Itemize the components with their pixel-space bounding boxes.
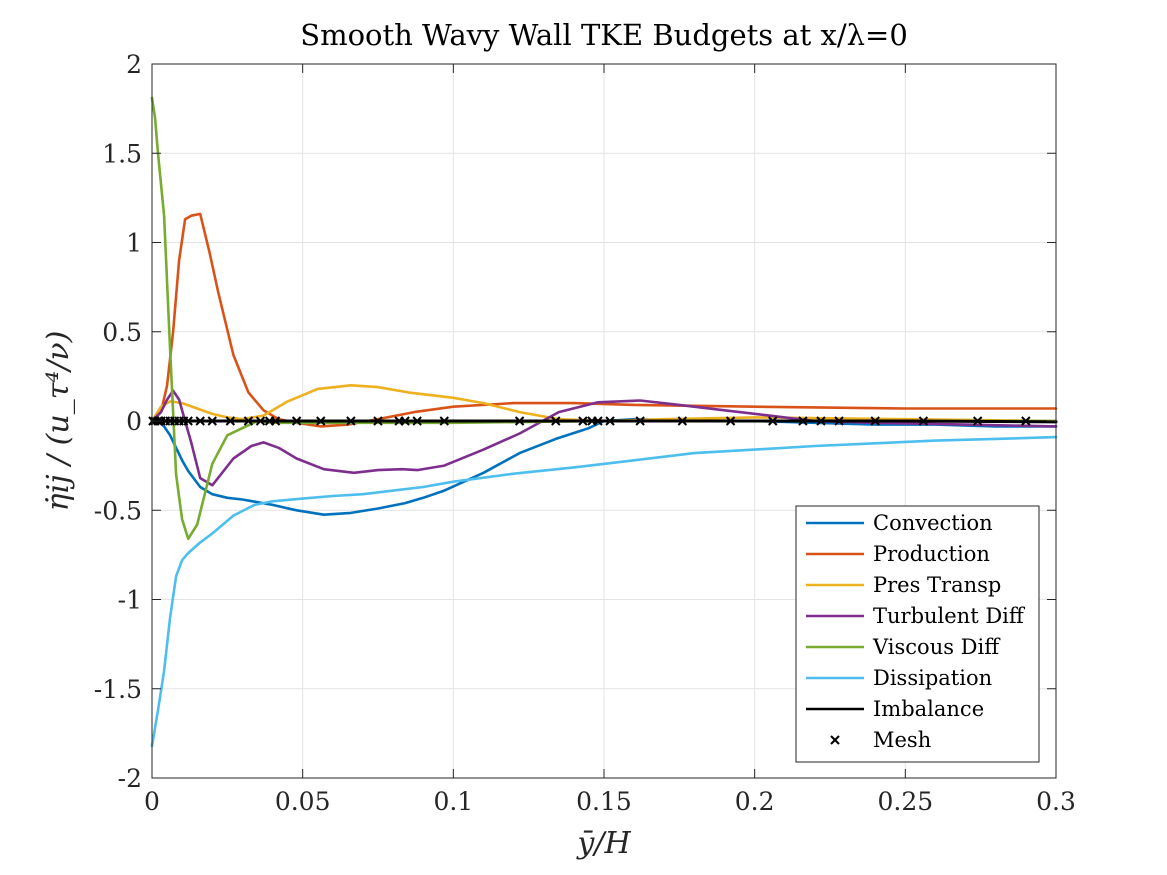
axis-tick-labels: 0 0.05 0.1 0.15 0.2 0.25 0.3 -2 -1.5 -1 -0.5 0 0.5 1 1…: [94, 50, 1076, 816]
mesh-marker: [1021, 416, 1031, 426]
mesh-marker: [677, 416, 688, 426]
mesh-marker: [270, 416, 281, 426]
legend-label: Dissipation: [873, 666, 992, 690]
mesh-marker: [551, 416, 561, 426]
mesh-marker: [346, 416, 356, 426]
legend-item-pres-transp: Pres Transp: [806, 573, 1001, 597]
mesh-marker: [207, 416, 217, 426]
legend-item-turbulent-diff: Turbulent Diff: [806, 604, 1026, 628]
mesh-marker: [870, 416, 880, 426]
legend: Convection Production Pres Transp Turbulent…: [795, 505, 1040, 763]
mesh-marker: [816, 416, 826, 426]
legend-item-convection: Convection: [806, 511, 993, 535]
series-line-imbalance: [150, 419, 1058, 424]
y-tick-label: 0.5: [102, 318, 142, 347]
x-tick-label: 0.05: [275, 787, 331, 816]
x-tick-label: 0: [144, 787, 160, 816]
y-tick-label: 1: [126, 229, 142, 258]
y-tick-label: -2: [118, 764, 142, 793]
mesh-marker: [243, 416, 254, 426]
mesh-marker: [225, 416, 236, 426]
mesh-marker: [635, 416, 645, 426]
series-line-dissipation: [150, 435, 1058, 748]
legend-label: Turbulent Diff: [873, 604, 1026, 628]
mesh-marker: [373, 416, 383, 426]
mesh-marker: [725, 416, 736, 426]
legend-item-dissipation: Dissipation: [806, 666, 992, 690]
mesh-marker: [768, 416, 778, 426]
mesh-marker: [605, 416, 615, 426]
chart-title: Smooth Wavy Wall TKE Budgets at x/λ=0: [300, 18, 908, 52]
legend-label: Pres Transp: [873, 573, 1001, 597]
mesh-marker: [798, 416, 808, 426]
legend-item-imbalance: Imbalance: [806, 697, 984, 721]
mesh-marker: [439, 416, 450, 426]
x-tick-label: 0.1: [433, 787, 473, 816]
mesh-marker: [834, 416, 844, 426]
mesh-marker: [183, 416, 193, 426]
mesh-marker: [412, 416, 422, 426]
legend-label: Mesh: [873, 728, 931, 752]
x-tick-label: 0.3: [1036, 787, 1076, 816]
y-tick-label: 1.5: [102, 139, 142, 168]
y-tick-label: -1.5: [94, 675, 142, 704]
x-tick-label: 0.2: [735, 787, 775, 816]
legend-label: Production: [873, 542, 990, 566]
legend-marker: [830, 735, 840, 745]
mesh-marker: [195, 416, 205, 426]
legend-item-viscous-diff: Viscous Diff: [806, 635, 1001, 659]
mesh-marker: [972, 416, 983, 426]
mesh-marker: [316, 416, 326, 426]
y-tick-label: 2: [126, 50, 142, 79]
legend-item-mesh: Mesh: [830, 728, 931, 752]
legend-box: [795, 505, 1040, 763]
y-tick-label: -0.5: [94, 496, 142, 525]
y-axis-label: η̇ij / (u_τ⁴/ν): [41, 331, 76, 512]
axis-ticks: [151, 63, 1057, 779]
legend-label: Convection: [873, 511, 993, 535]
mesh-marker: [593, 416, 603, 426]
legend-item-production: Production: [806, 542, 990, 566]
x-tick-label: 0.15: [576, 787, 632, 816]
mesh-marker: [291, 416, 302, 426]
y-tick-label: 0: [126, 407, 142, 436]
mesh-marker: [400, 416, 410, 426]
mesh-marker: [918, 416, 929, 426]
legend-label: Viscous Diff: [872, 635, 1001, 659]
y-tick-label: -1: [118, 586, 142, 615]
x-axis-label: ȳ/H: [575, 826, 631, 861]
x-tick-label: 0.25: [877, 787, 933, 816]
mesh-marker: [514, 416, 525, 426]
series-group: [148, 96, 1058, 748]
mesh-marker: [255, 416, 266, 426]
legend-label: Imbalance: [873, 697, 984, 721]
mesh-marker: [578, 416, 588, 426]
series-line-production: [150, 212, 1058, 428]
